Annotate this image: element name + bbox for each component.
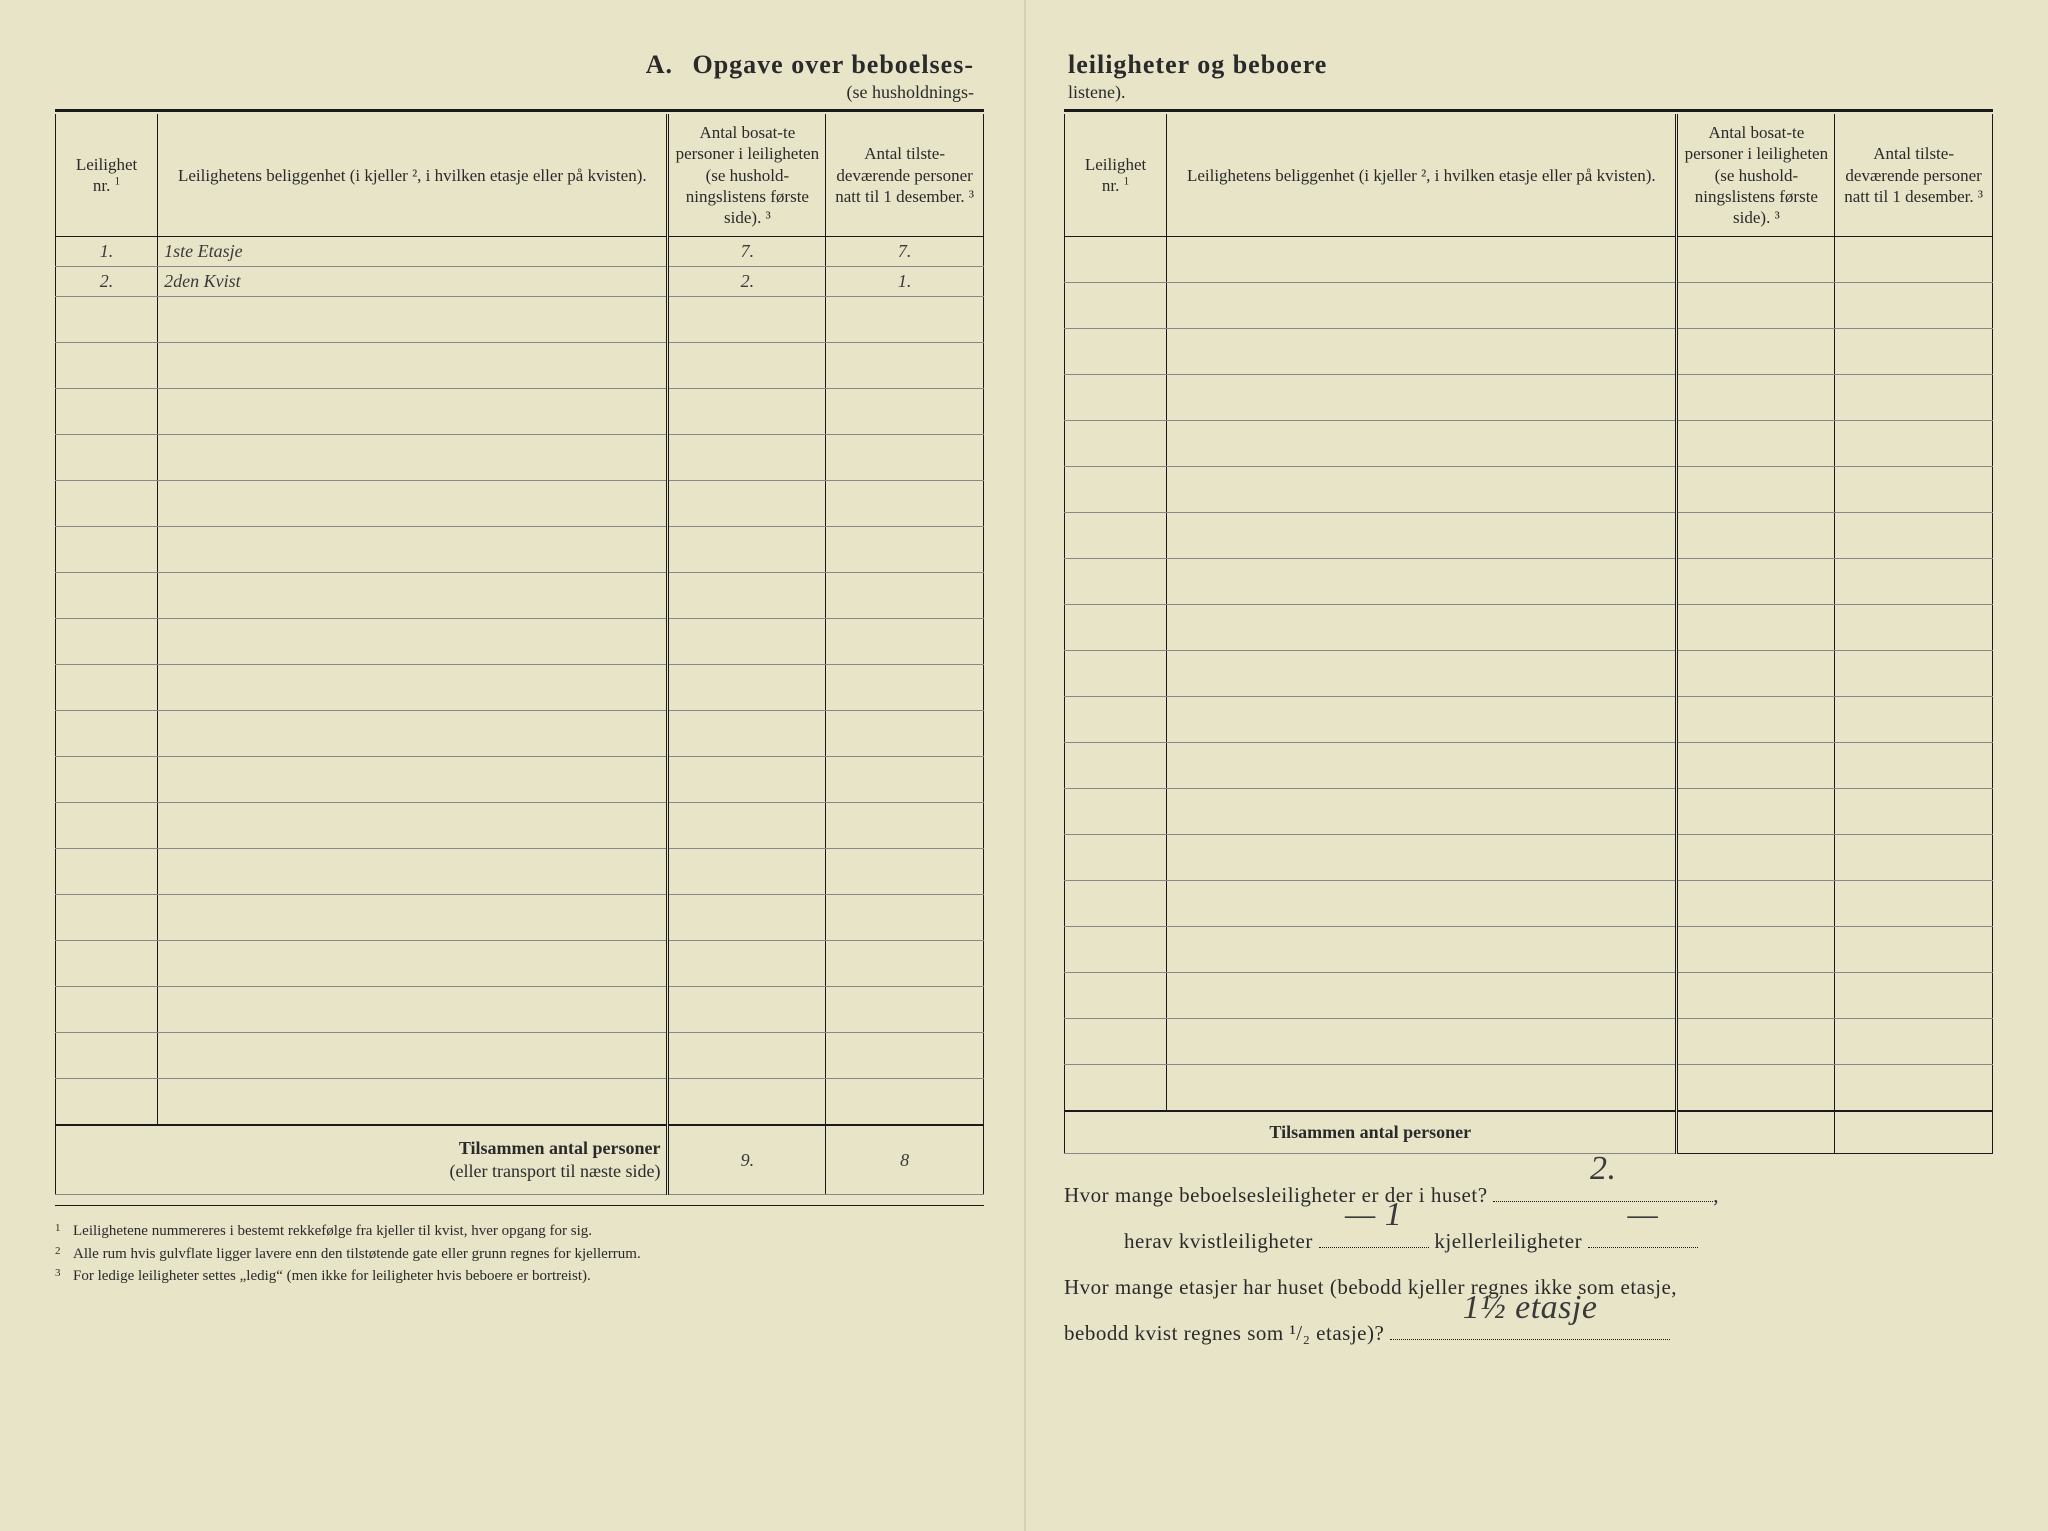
table-row [1065,559,1993,605]
cell-loc: 2den Kvist [158,267,668,297]
table-row [56,1033,984,1079]
table-row [56,573,984,619]
table-row [56,481,984,527]
col-header-n1: Antal bosat-te personer i leiligheten (s… [668,114,826,237]
table-row [56,849,984,895]
col-header-loc: Leilighetens beliggenhet (i kjeller ², i… [1167,114,1677,237]
title-left: A. Opgave over beboelses- [55,50,984,80]
table-row [1065,881,1993,927]
cell-nr: 1. [56,237,158,267]
table-row [1065,651,1993,697]
footnote: 3For ledige leiligheter settes „ledig“ (… [55,1265,984,1288]
rule [55,109,984,112]
table-row [1065,697,1993,743]
table-row [1065,421,1993,467]
table-row [56,665,984,711]
table-row [1065,835,1993,881]
table-row [56,757,984,803]
table-row [56,987,984,1033]
table-row [1065,973,1993,1019]
col-header-nr: Leilighet nr. 1 [1065,114,1167,237]
table-row [1065,237,1993,283]
totals-row-left: Tilsammen antal personer (eller transpor… [56,1125,984,1195]
subtitle-right: listene). [1064,82,1993,103]
question-1: Hvor mange beboelsesleiligheter er der i… [1064,1172,1993,1218]
total-n1: 9. [668,1125,826,1195]
table-row [1065,927,1993,973]
left-page: A. Opgave over beboelses- (se husholdnin… [0,0,1024,1531]
question-3b: bebodd kvist regnes som ¹/₂ etasje)? 1½ … [1064,1310,1993,1356]
footnotes: 1Leilighetene nummereres i bestemt rekke… [55,1220,984,1288]
cell-n2: 7. [826,237,984,267]
table-row [1065,789,1993,835]
col-header-loc: Leilighetens beliggenhet (i kjeller ², i… [158,114,668,237]
table-row [1065,283,1993,329]
cell-nr: 2. [56,267,158,297]
table-row [56,711,984,757]
total-n2: 8 [826,1125,984,1195]
right-page: leiligheter og beboere listene). Leiligh… [1024,0,2048,1531]
table-row [1065,605,1993,651]
col-header-n2: Antal tilste-deværende personer natt til… [826,114,984,237]
col-header-n2: Antal tilste-deværende personer natt til… [1835,114,1993,237]
table-left: Leilighet nr. 1 Leilighetens beliggenhet… [55,114,984,1195]
table-right: Leilighet nr. 1 Leilighetens beliggenhet… [1064,114,1993,1154]
totals-header-right: Tilsammen antal personer [1065,1111,1993,1154]
table-row [56,389,984,435]
totals-label: Tilsammen antal personer (eller transpor… [56,1125,668,1195]
document-spread: A. Opgave over beboelses- (se husholdnin… [0,0,2048,1531]
cell-n1: 7. [668,237,826,267]
table-row [1065,743,1993,789]
rule [55,1205,984,1206]
table-row [56,895,984,941]
table-row: 2.2den Kvist2.1. [56,267,984,297]
cell-n1: 2. [668,267,826,297]
table-row [1065,1019,1993,1065]
col-header-nr: Leilighet nr. 1 [56,114,158,237]
table-row [1065,467,1993,513]
col-header-n1: Antal bosat-te personer i leiligheten (s… [1677,114,1835,237]
table-row [56,297,984,343]
cell-loc: 1ste Etasje [158,237,668,267]
table-row [56,527,984,573]
table-row [1065,1065,1993,1111]
table-row [1065,329,1993,375]
table-row [1065,513,1993,559]
table-row [56,803,984,849]
table-row [56,619,984,665]
subtitle-left: (se husholdnings- [55,82,984,103]
table-row [56,343,984,389]
cell-n2: 1. [826,267,984,297]
title-right: leiligheter og beboere [1064,50,1993,80]
table-row [56,435,984,481]
page-fold [1024,0,1026,1531]
footnote: 2Alle rum hvis gulvflate ligger lavere e… [55,1243,984,1266]
rule [1064,109,1993,112]
table-row: 1.1ste Etasje7.7. [56,237,984,267]
table-row [56,941,984,987]
footnote: 1Leilighetene nummereres i bestemt rekke… [55,1220,984,1243]
question-2: herav kvistleiligheter — 1 kjellerleilig… [1064,1218,1993,1264]
questions-block: Hvor mange beboelsesleiligheter er der i… [1064,1172,1993,1357]
table-row [56,1079,984,1125]
table-row [1065,375,1993,421]
